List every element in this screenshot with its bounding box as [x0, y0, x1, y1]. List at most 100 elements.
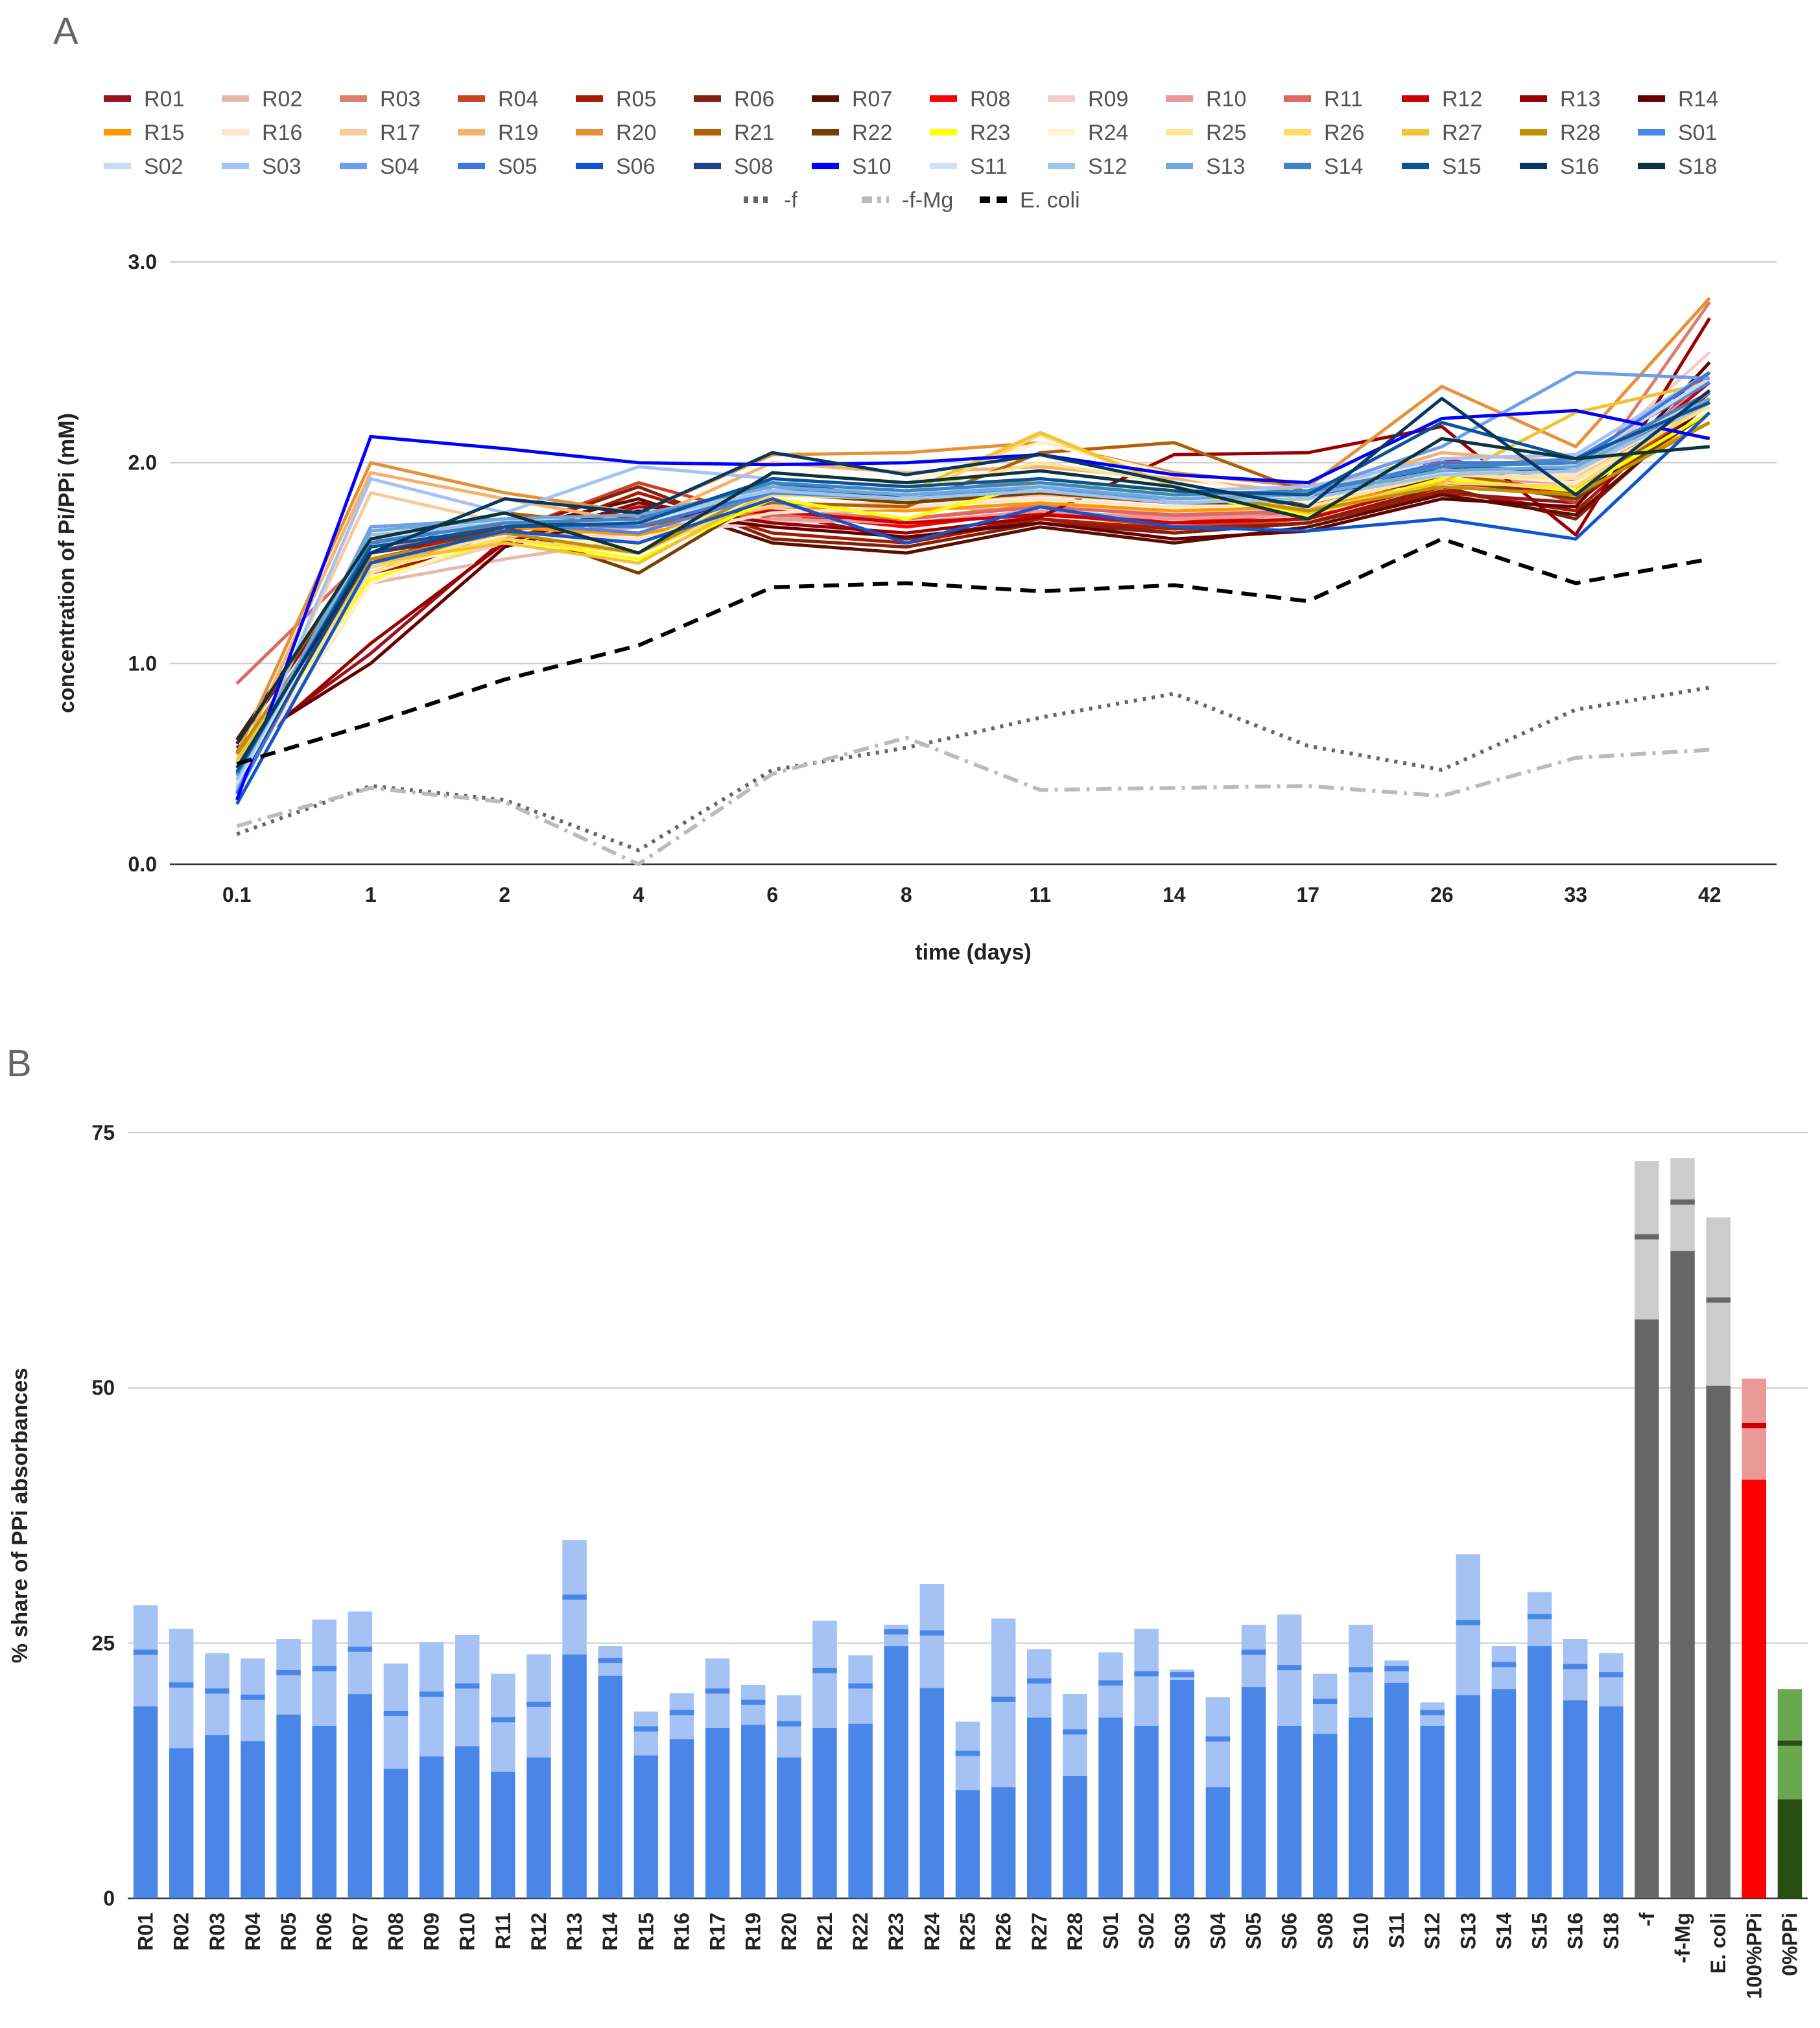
legend-label-r21: R21 [734, 121, 774, 145]
bar-mean-marker-r09 [419, 1692, 444, 1697]
bar-mean-marker-s12 [1420, 1710, 1445, 1716]
x-tick-label: S02 [1135, 1913, 1158, 1950]
x-tick-label: S18 [1600, 1913, 1623, 1950]
x-tick-label: 2 [499, 883, 510, 906]
bar-lower-r24 [919, 1688, 945, 1898]
x-tick-label: R14 [598, 1913, 622, 1951]
legend-label-e-coli: E. coli [1020, 188, 1080, 213]
bar-upper-s05 [1241, 1624, 1266, 1688]
bar-upper-r02 [169, 1629, 194, 1749]
bar-mean-marker-r19 [740, 1699, 766, 1705]
y-axis-title: concentration of Pi/PPi (mM) [54, 413, 79, 713]
bar-lower-r06 [312, 1725, 337, 1898]
legend-label-s05: S05 [498, 154, 538, 179]
bar-lower-s05 [1241, 1687, 1266, 1898]
legend-label-r11: R11 [1324, 87, 1363, 112]
bar-mean-marker-r08 [383, 1710, 408, 1716]
bar-mean-marker-s14 [1491, 1662, 1517, 1668]
series-line-r06 [235, 397, 1711, 745]
bar-mean-marker-e-coli [1706, 1297, 1731, 1303]
bar-mean-marker-r25 [955, 1751, 980, 1756]
bar-lower-r17 [705, 1728, 730, 1898]
bar-mean-marker-s15 [1527, 1614, 1552, 1620]
x-tick-label: R21 [813, 1913, 836, 1951]
x-tick-label: R02 [170, 1913, 193, 1951]
series-line-s14 [235, 391, 1710, 775]
x-tick-label: -f [1635, 1913, 1659, 1927]
bar-mean-marker-s16 [1563, 1664, 1588, 1669]
x-tick-label: S11 [1385, 1913, 1408, 1948]
legend-label-r19: R19 [498, 121, 538, 145]
x-tick-label: R01 [134, 1913, 158, 1951]
legend-label-r01: R01 [144, 87, 184, 112]
y-tick-label: 0 [103, 1887, 115, 1910]
bar-mean-marker-r07 [348, 1646, 373, 1652]
bar-upper-r21 [812, 1620, 837, 1728]
x-tick-label: R17 [706, 1913, 729, 1951]
bar-upper-f [1635, 1161, 1659, 1320]
bar-lower-s11 [1384, 1682, 1409, 1898]
legend-label-r27: R27 [1442, 121, 1482, 145]
bar-mean-marker-r16 [669, 1710, 694, 1716]
bar-mean-marker-s03 [1170, 1672, 1195, 1678]
x-tick-label: S13 [1456, 1913, 1480, 1950]
bar-mean-marker-r26 [991, 1696, 1016, 1702]
x-tick-label: R22 [849, 1913, 872, 1951]
y-tick-label: 1.0 [128, 652, 157, 675]
bar-mean-marker-s06 [1277, 1665, 1302, 1671]
legend-label-s14: S14 [1324, 154, 1364, 179]
series-line-s13 [235, 397, 1710, 777]
bar-lower-r20 [777, 1757, 801, 1898]
legend-label-r24: R24 [1088, 121, 1128, 145]
bar-lower-r27 [1027, 1717, 1052, 1898]
bar-mean-marker-s04 [1205, 1736, 1231, 1742]
bar-lower-r22 [848, 1723, 873, 1898]
y-tick-label: 3.0 [128, 250, 157, 274]
legend-label-s15: S15 [1442, 154, 1482, 179]
y-tick-label: 25 [91, 1631, 115, 1655]
x-tick-label: S14 [1492, 1913, 1515, 1950]
x-tick-label: 0%PPi [1778, 1913, 1801, 1976]
bar-mean-marker-r02 [169, 1682, 194, 1688]
bar-lower-s06 [1277, 1725, 1302, 1898]
legend-label-r04: R04 [498, 87, 538, 112]
bar-lower-s04 [1205, 1787, 1231, 1898]
series-line-s06 [235, 411, 1711, 805]
x-tick-label: 0.1 [222, 883, 251, 906]
bar-mean-marker-100-ppi [1742, 1422, 1767, 1428]
x-tick-label: S15 [1528, 1913, 1552, 1950]
y-tick-label: 75 [91, 1121, 115, 1144]
bar-upper-r16 [669, 1693, 694, 1739]
legend-label-r16: R16 [262, 121, 302, 145]
bar-mean-marker-r13 [562, 1594, 587, 1600]
x-tick-label: 8 [901, 883, 912, 906]
x-tick-label: R13 [563, 1913, 586, 1951]
bar-lower-s15 [1527, 1646, 1552, 1898]
bar-lower-s08 [1313, 1734, 1338, 1898]
x-tick-label: R08 [384, 1913, 407, 1951]
x-tick-label: R15 [634, 1913, 657, 1951]
legend-label-s01: S01 [1678, 121, 1718, 145]
x-tick-label: 42 [1698, 883, 1721, 906]
bar-mean-marker-r11 [491, 1717, 515, 1723]
bar-lower-r28 [1063, 1776, 1087, 1898]
x-tick-label: 11 [1029, 883, 1051, 906]
chart-panel-a: 0.0 1.0 2.0 3.0 0.1 1 2 4 6 8 11 14 17 26 33 42 time (da… [54, 87, 1777, 965]
legend-label-r13: R13 [1560, 87, 1600, 112]
series-line-s15 [235, 401, 1710, 773]
x-tick-label: S10 [1349, 1913, 1373, 1950]
bar-lower-r01 [133, 1706, 158, 1898]
bar-upper-s14 [1491, 1646, 1517, 1690]
x-tick-label: R11 [491, 1913, 515, 1950]
bar-mean-marker-r15 [633, 1726, 659, 1732]
y-tick-label: 50 [91, 1376, 115, 1400]
bar-mean-marker-f [1635, 1234, 1659, 1240]
x-tick-label: 6 [766, 883, 778, 906]
legend-label-s11: S11 [970, 154, 1008, 179]
bar-lower-r08 [383, 1769, 408, 1898]
x-tick-label: R27 [1028, 1913, 1051, 1951]
bar-mean-marker-r01 [133, 1649, 158, 1655]
x-axis-title: time (days) [915, 940, 1032, 965]
bar-lower-s02 [1134, 1725, 1159, 1898]
bar-mean-marker-s01 [1098, 1680, 1123, 1686]
